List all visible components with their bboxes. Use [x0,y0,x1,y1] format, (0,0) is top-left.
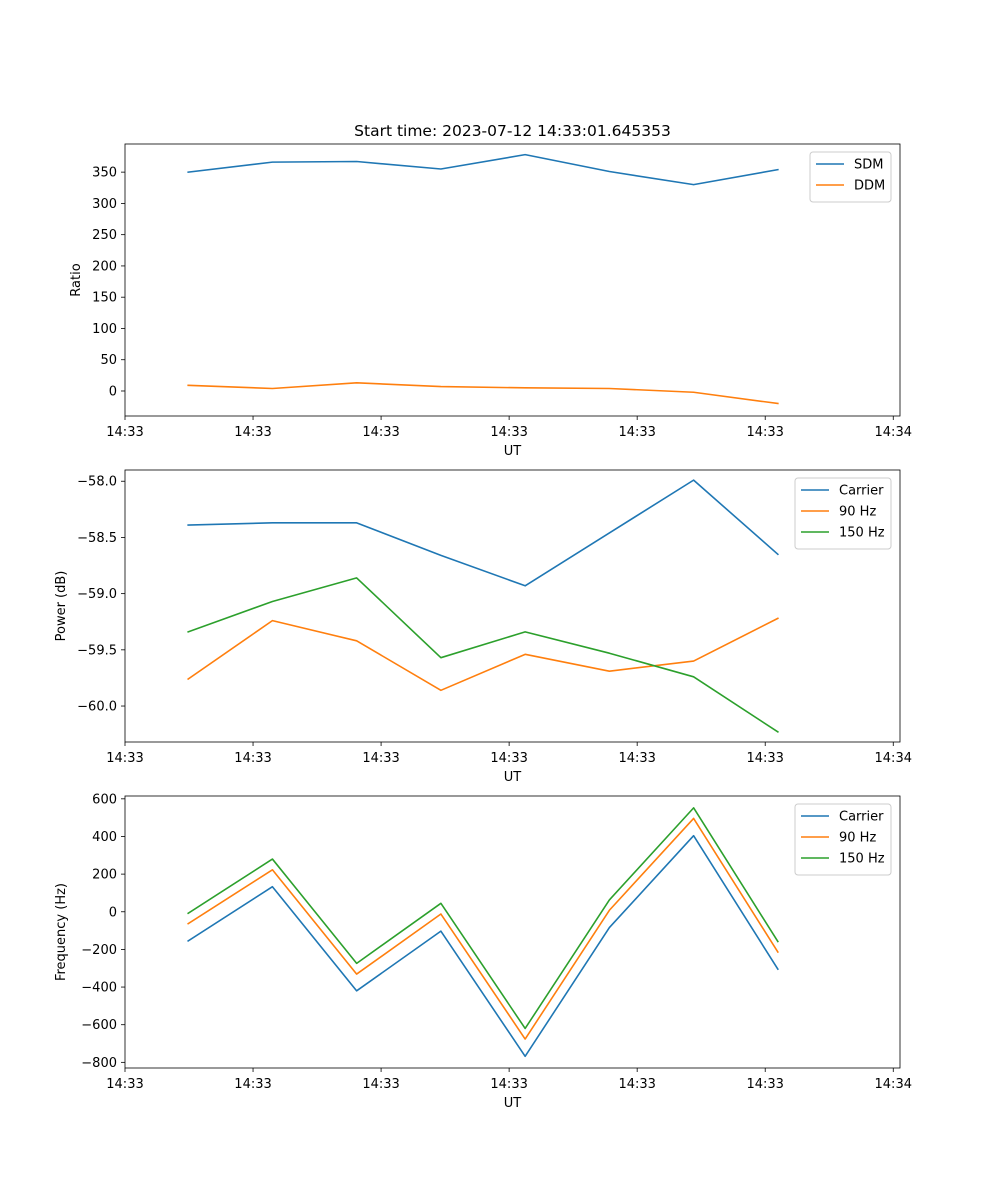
chart-title: Start time: 2023-07-12 14:33:01.645353 [354,122,671,140]
x-tick-label: 14:33 [362,1077,399,1092]
y-tick-label: −400 [81,981,117,996]
y-tick-label: 50 [100,353,117,368]
x-tick-label: 14:33 [618,751,655,766]
axes-frame [124,469,901,743]
y-tick-label: 100 [92,322,117,337]
series-line-150-hz [187,807,779,1030]
series-line-90-hz [187,617,779,692]
plots: 14:33 14:33 14:33 14:33 14:33 14:33 14:34 0 50 10… [54,122,912,1111]
x-tick-label: 14:34 [875,751,912,766]
legend-label: SDM [854,158,883,173]
x-tick-label: 14:33 [362,751,399,766]
legend-label: 150 Hz [839,852,885,867]
x-tick-label: 14:33 [234,751,271,766]
y-tick-label: 0 [109,905,117,920]
axes-frame [124,143,901,417]
x-tick-label: 14:33 [746,1077,783,1092]
x-tick-label: 14:34 [875,425,912,440]
axes-frame [124,795,901,1069]
x-tick-label: 14:34 [875,1077,912,1092]
x-tick-label: 14:33 [618,1077,655,1092]
y-tick-label: 250 [92,228,117,243]
x-tick-label: 14:33 [234,1077,271,1092]
y-tick-label: −800 [81,1056,117,1071]
series-line-ddm [187,382,779,405]
subplot-2: 14:33 14:33 14:33 14:33 14:33 14:33 14:34 −60.0… [54,469,912,785]
legend-label: 90 Hz [839,505,876,520]
x-tick-label: 14:33 [106,1077,143,1092]
x-tick-label: 14:33 [618,425,655,440]
x-tick-label: 14:33 [362,425,399,440]
x-axis-label: UT [504,1096,522,1111]
x-axis-label: UT [504,770,522,785]
series-line-carrier [187,479,779,587]
legend-label: 90 Hz [839,831,876,846]
legend: Carrier 90 Hz 150 Hz [794,803,892,876]
y-tick-label: −200 [81,943,117,958]
legend-label: Carrier [839,484,884,499]
series-line-150-hz [187,577,779,733]
y-axis-label: Frequency (Hz) [54,883,69,981]
y-tick-label: −59.5 [77,643,117,658]
y-tick-label: 0 [109,384,117,399]
y-tick-label: −60.0 [77,700,117,715]
x-axis-label: UT [504,444,522,459]
legend: SDM DDM [809,151,892,203]
y-tick-label: 200 [92,259,117,274]
y-tick-label: 200 [92,868,117,883]
y-tick-label: −600 [81,1018,117,1033]
legend-label: Carrier [839,810,884,825]
y-tick-label: 300 [92,197,117,212]
y-tick-label: 350 [92,166,117,181]
x-tick-label: 14:33 [746,751,783,766]
subplot-3: 14:33 14:33 14:33 14:33 14:33 14:33 14:34 −800 −… [54,792,912,1111]
x-tick-label: 14:33 [746,425,783,440]
x-tick-label: 14:33 [490,425,527,440]
x-tick-label: 14:33 [490,1077,527,1092]
x-tick-label: 14:33 [106,751,143,766]
subplot-1: 14:33 14:33 14:33 14:33 14:33 14:33 14:34 0 50 10… [69,122,912,459]
y-tick-label: −58.0 [77,475,117,490]
series-line-carrier [187,834,779,1058]
x-tick-label: 14:33 [106,425,143,440]
y-tick-label: 150 [92,291,117,306]
y-axis-label: Power (dB) [54,571,69,642]
legend-label: 150 Hz [839,526,885,541]
y-tick-label: 400 [92,830,117,845]
y-tick-label: 600 [92,792,117,807]
y-tick-label: −59.0 [77,587,117,602]
y-tick-label: −58.5 [77,531,117,546]
legend-label: DDM [854,179,885,194]
y-axis-label: Ratio [69,263,84,296]
series-line-sdm [187,153,779,186]
x-tick-label: 14:33 [490,751,527,766]
x-tick-label: 14:33 [234,425,271,440]
series-line-90-hz [187,817,779,1040]
legend: Carrier 90 Hz 150 Hz [794,477,892,550]
